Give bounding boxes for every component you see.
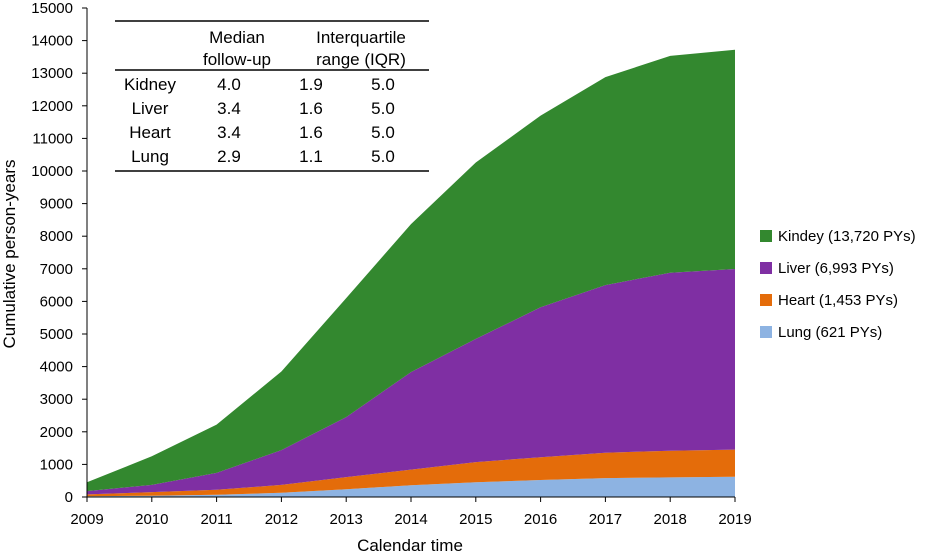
x-tick-label: 2019 (718, 511, 751, 528)
y-tick-label: 7000 (40, 261, 73, 278)
x-tick-label: 2015 (459, 511, 492, 528)
table-cell-median: 4.0 (217, 75, 241, 94)
y-tick-label: 3000 (40, 391, 73, 408)
legend-label-kindey: Kindey (13,720 PYs) (778, 228, 916, 245)
x-tick-label: 2013 (330, 511, 363, 528)
table-cell-q3: 5.0 (371, 75, 395, 94)
x-tick-label: 2018 (654, 511, 687, 528)
y-tick-label: 5000 (40, 326, 73, 343)
legend-swatch-liver (760, 262, 772, 274)
table-cell-q1: 1.1 (299, 147, 323, 166)
x-tick-label: 2012 (265, 511, 298, 528)
table-cell-q3: 5.0 (371, 99, 395, 118)
table-cell-organ: Heart (129, 123, 171, 142)
y-tick-label: 6000 (40, 293, 73, 310)
area-liver (87, 269, 735, 495)
y-tick-label: 14000 (31, 33, 73, 50)
table-header-label: Median (209, 28, 265, 47)
x-tick-label: 2017 (589, 511, 622, 528)
table-cell-q1: 1.6 (299, 123, 323, 142)
x-tick-label: 2016 (524, 511, 557, 528)
area-kindey (87, 49, 735, 492)
table-header-label: range (IQR) (316, 50, 406, 69)
legend-label-lung: Lung (621 PYs) (778, 324, 882, 341)
area-series-group (87, 49, 735, 497)
table-cell-median: 3.4 (217, 123, 241, 142)
legend-swatch-heart (760, 294, 772, 306)
table-cell-q3: 5.0 (371, 123, 395, 142)
legend-swatch-lung (760, 326, 772, 338)
table-cell-q1: 1.6 (299, 99, 323, 118)
x-tick-label: 2014 (394, 511, 427, 528)
x-tick-labels: 2009 2010 2011 2012 2013 2014 2015 2016 2017 2018… (70, 497, 752, 528)
legend-label-heart: Heart (1,453 PYs) (778, 292, 898, 309)
x-axis-title: Calendar time (357, 536, 463, 555)
y-tick-label: 11000 (32, 130, 73, 147)
table-cell-median: 2.9 (217, 147, 241, 166)
table-cell-q1: 1.9 (299, 75, 323, 94)
y-tick-label: 13000 (31, 65, 73, 82)
y-tick-label: 8000 (40, 228, 73, 245)
table-cell-organ: Lung (131, 147, 169, 166)
y-tick-label: 10000 (31, 163, 73, 180)
legend-swatch-kindey (760, 230, 772, 242)
y-tick-label: 9000 (40, 196, 73, 213)
x-tick-label: 2010 (135, 511, 168, 528)
x-tick-label: 2011 (200, 511, 232, 528)
y-tick-label: 1000 (40, 456, 73, 473)
table-header-label: follow-up (203, 50, 271, 69)
legend: Kindey (13,720 PYs) Liver (6,993 PYs) Hear… (760, 228, 916, 341)
table-cell-q3: 5.0 (371, 147, 395, 166)
y-tick-label: 0 (65, 489, 73, 506)
table-cell-organ: Liver (132, 99, 169, 118)
inset-table: Median follow-up Interquartile range (IQR) K… (115, 20, 429, 172)
y-tick-label: 15000 (31, 0, 73, 17)
table-header-label: Interquartile (316, 28, 406, 47)
y-axis-title: Cumulative person-years (0, 160, 19, 349)
y-tick-label: 12000 (31, 98, 73, 115)
table-cell-median: 3.4 (217, 99, 241, 118)
area-lung (87, 476, 735, 497)
legend-label-liver: Liver (6,993 PYs) (778, 260, 894, 277)
x-tick-label: 2009 (70, 511, 103, 528)
table-cell-organ: Kidney (124, 75, 176, 94)
area-heart (87, 449, 735, 497)
y-tick-labels: 0 1000 2000 3000 4000 5000 6000 7000 8000 9000 100… (31, 0, 87, 506)
y-tick-label: 4000 (40, 359, 73, 376)
y-tick-label: 2000 (40, 424, 73, 441)
